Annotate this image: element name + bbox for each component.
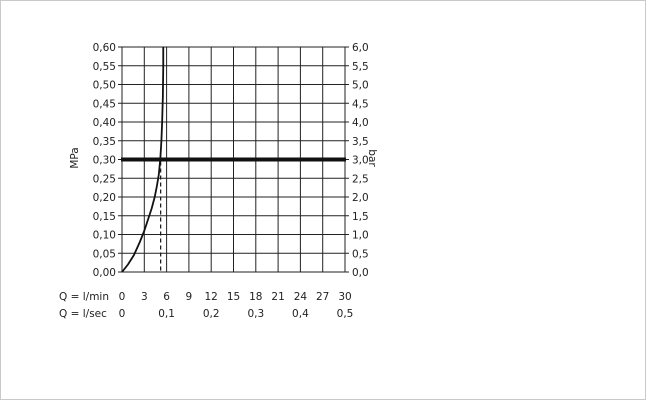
y-tick-label-left: 0,50	[93, 80, 116, 92]
y-tick-label-right: 4,0	[352, 117, 369, 129]
x-tick-label-primary: 15	[227, 291, 240, 303]
y-tick-label-right: 6,0	[352, 42, 369, 54]
x-tick-label-primary: 18	[249, 291, 262, 303]
x-tick-label-primary: 27	[316, 291, 329, 303]
y-tick-label-left: 0,00	[93, 267, 116, 279]
x-tick-label-secondary: 0	[119, 308, 126, 320]
x-tick-label-primary: 24	[294, 291, 308, 303]
x-tick-label-primary: 30	[338, 291, 351, 303]
y-axis-right-title: bar	[366, 149, 378, 167]
y-axis-left-title: MPa	[69, 147, 81, 168]
y-tick-label-left: 0,10	[93, 230, 116, 242]
y-tick-label-right: 1,0	[352, 230, 369, 242]
y-tick-label-left: 0,45	[93, 98, 116, 110]
y-tick-label-right: 4,5	[352, 98, 369, 110]
series-curve	[121, 47, 165, 273]
y-tick-label-right: 5,0	[352, 80, 369, 92]
x-tick-label-primary: 12	[205, 291, 218, 303]
y-tick-label-right: 5,5	[352, 61, 369, 73]
y-tick-label-right: 1,5	[352, 211, 369, 223]
y-tick-label-right: 2,0	[352, 192, 369, 204]
y-tick-label-right: 0,0	[352, 267, 369, 279]
y-tick-label-left: 0,25	[93, 173, 116, 185]
y-tick-label-left: 0,55	[93, 61, 116, 73]
y-tick-label-left: 0,60	[93, 42, 116, 54]
series-curves	[121, 47, 165, 273]
x-axis-secondary-title: Q = l/sec	[59, 308, 107, 320]
x-tick-label-secondary: 0,3	[247, 308, 264, 320]
y-tick-label-left: 0,20	[93, 192, 116, 204]
x-tick-label-primary: 3	[141, 291, 148, 303]
x-tick-label-secondary: 0,2	[203, 308, 220, 320]
x-tick-label-primary: 9	[186, 291, 193, 303]
y-tick-label-left: 0,15	[93, 211, 116, 223]
y-tick-label-left: 0,35	[93, 136, 116, 148]
y-tick-label-right: 0,5	[352, 248, 369, 260]
y-tick-label-right: 3,5	[352, 136, 369, 148]
y-tick-label-left: 0,30	[93, 155, 116, 167]
reference-lines	[121, 157, 346, 272]
x-tick-label-secondary: 0,4	[292, 308, 309, 320]
y-tick-label-left: 0,05	[93, 248, 116, 260]
x-tick-label-secondary: 0,5	[337, 308, 354, 320]
x-tick-label-primary: 0	[119, 291, 126, 303]
y-tick-label-right: 3,0	[352, 155, 369, 167]
x-tick-label-secondary: 0,1	[158, 308, 175, 320]
x-tick-label-primary: 21	[271, 291, 284, 303]
x-tick-label-primary: 6	[163, 291, 170, 303]
y-tick-label-right: 2,5	[352, 173, 369, 185]
y-tick-label-left: 0,40	[93, 117, 116, 129]
x-axis-primary-title: Q = l/min	[59, 291, 109, 303]
tick-labels: 0,000,050,100,150,200,250,300,350,400,45…	[93, 42, 369, 320]
